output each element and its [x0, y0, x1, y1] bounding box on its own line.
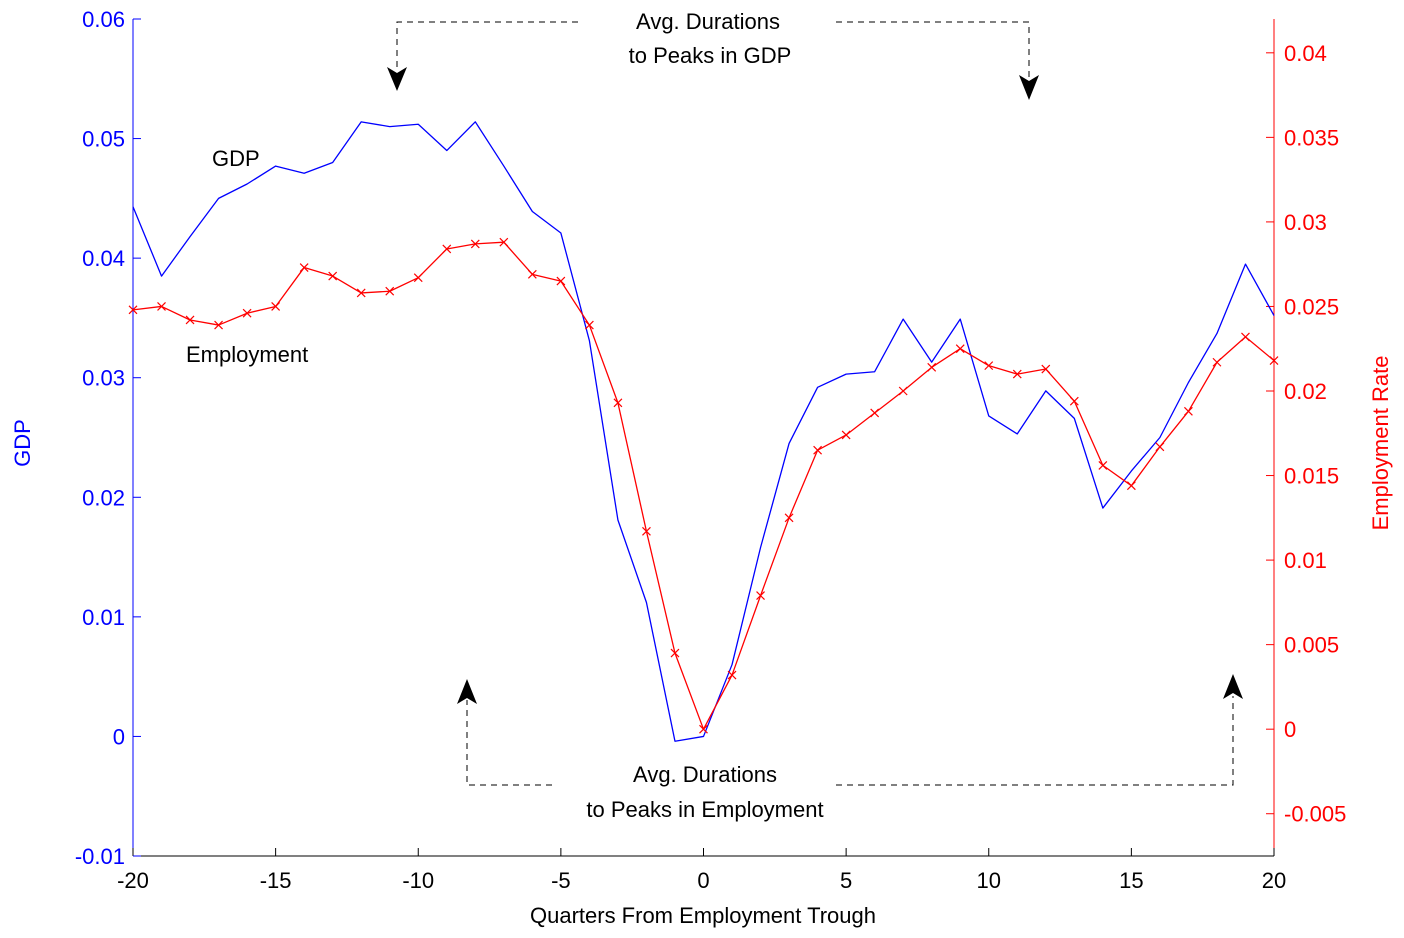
gdp-series-label: GDP	[212, 146, 260, 171]
employment-marker	[898, 386, 908, 396]
x-tick-label: -15	[260, 868, 292, 893]
right-y-tick-label: -0.005	[1284, 802, 1346, 827]
annotation-top-line2: to Peaks in GDP	[629, 43, 792, 68]
right-y-tick-label: 0.005	[1284, 633, 1339, 658]
x-tick-label: -10	[402, 868, 434, 893]
x-tick-label: 20	[1262, 868, 1286, 893]
right-y-tick-label: 0.01	[1284, 548, 1327, 573]
left-y-tick-label: 0.03	[82, 366, 125, 391]
employment-marker	[841, 430, 851, 440]
x-tick-label: -20	[117, 868, 149, 893]
employment-marker	[784, 513, 794, 523]
annotation-top: Avg. Durations to Peaks in GDP	[387, 9, 1039, 100]
employment-marker	[1155, 442, 1165, 452]
annotation-bottom-arrowhead-left	[457, 679, 477, 704]
left-axis-title: GDP	[10, 419, 35, 467]
employment-marker	[670, 648, 680, 658]
annotation-bottom-line2: to Peaks in Employment	[586, 797, 823, 822]
left-y-tick-label: 0.06	[82, 7, 125, 32]
x-tick-label: 5	[840, 868, 852, 893]
employment-marker	[442, 244, 452, 254]
employment-marker	[727, 670, 737, 680]
gdp-series-line	[132, 121, 1275, 742]
annotation-top-arrowhead-right	[1019, 75, 1039, 100]
x-tick-label: 0	[697, 868, 709, 893]
series-layer	[128, 121, 1279, 742]
employment-marker	[613, 398, 623, 408]
annotation-top-line1: Avg. Durations	[636, 9, 780, 34]
right-y-tick-label: 0.015	[1284, 464, 1339, 489]
employment-marker	[955, 344, 965, 354]
x-tick-label: 10	[977, 868, 1001, 893]
employment-marker	[1041, 364, 1051, 374]
annotation-bottom-arrowhead-right	[1223, 674, 1243, 699]
employment-marker	[157, 302, 166, 311]
right-y-tick-label: 0.04	[1284, 41, 1327, 66]
employment-marker	[1069, 396, 1079, 406]
employment-marker	[1126, 481, 1136, 491]
employment-marker	[214, 320, 223, 330]
left-y-tick-label: 0	[113, 724, 125, 749]
annotation-bottom-guide-right	[836, 696, 1234, 786]
employment-marker	[556, 276, 566, 286]
left-y-tick-label: 0.02	[82, 485, 125, 510]
employment-series-label: Employment	[186, 342, 308, 367]
employment-marker	[1212, 357, 1222, 367]
employment-marker	[984, 361, 994, 371]
left-y-tick-label: 0.04	[82, 246, 125, 271]
employment-marker	[356, 288, 366, 298]
employment-marker	[413, 273, 423, 283]
employment-series-line	[132, 241, 1275, 730]
axes: -20 -15 -10 -5 0 5 10 15 20 -0.01 0 0.01 0.02 0.03 0.0…	[75, 7, 1347, 893]
annotation-bottom-guide-left	[466, 700, 552, 786]
x-tick-label: 15	[1119, 868, 1143, 893]
annotation-bottom: Avg. Durations to Peaks in Employment	[457, 674, 1243, 822]
left-y-tick-label: 0.01	[82, 605, 125, 630]
employment-marker	[1098, 460, 1108, 470]
left-y-tick-label: -0.01	[75, 844, 125, 869]
employment-marker	[927, 362, 937, 372]
employment-marker	[642, 526, 651, 536]
right-y-tick-label: 0.025	[1284, 294, 1339, 319]
right-y-tick-label: 0	[1284, 717, 1296, 742]
left-y-tick-label: 0.05	[82, 127, 125, 152]
right-y-tick-label: 0.035	[1284, 125, 1339, 150]
employment-marker	[470, 239, 480, 249]
annotation-top-arrowhead-left	[387, 67, 407, 91]
employment-marker	[584, 320, 594, 330]
x-axis-title: Quarters From Employment Trough	[530, 903, 876, 928]
employment-marker	[242, 308, 252, 318]
employment-marker	[385, 286, 395, 296]
employment-marker	[328, 271, 338, 281]
annotation-top-guide-right	[836, 21, 1030, 78]
employment-marker	[1012, 369, 1022, 379]
employment-marker	[1184, 406, 1193, 416]
right-y-tick-label: 0.02	[1284, 379, 1327, 404]
right-axis-title: Employment Rate	[1368, 356, 1393, 531]
annotation-bottom-line1: Avg. Durations	[633, 762, 777, 787]
employment-marker	[185, 315, 195, 325]
employment-marker	[813, 445, 823, 455]
employment-marker	[756, 591, 765, 601]
employment-marker	[128, 305, 138, 315]
employment-marker	[271, 302, 281, 311]
employment-marker	[870, 408, 880, 418]
right-y-tick-label: 0.03	[1284, 210, 1327, 235]
employment-marker	[1241, 332, 1250, 342]
annotation-top-guide-left	[396, 21, 578, 70]
employment-marker	[499, 237, 509, 247]
employment-marker	[699, 724, 708, 734]
x-tick-label: -5	[551, 868, 571, 893]
employment-marker	[299, 263, 309, 272]
employment-marker	[1269, 356, 1279, 365]
employment-marker	[527, 269, 537, 279]
